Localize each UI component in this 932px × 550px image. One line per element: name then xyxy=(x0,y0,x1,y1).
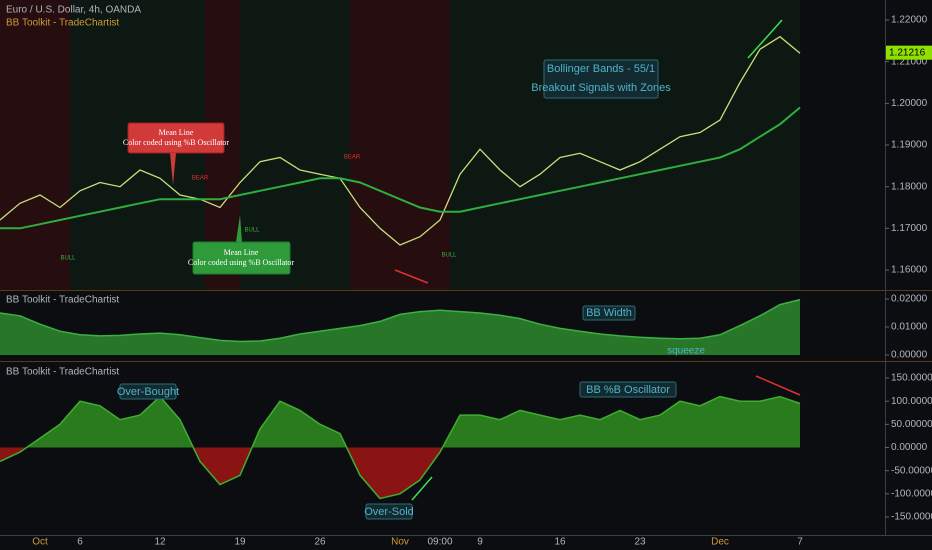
box: Over-Bought xyxy=(117,386,179,398)
annotation-box xyxy=(365,503,413,520)
series-line xyxy=(0,298,801,343)
box: Breakout Signals with Zones xyxy=(531,82,671,94)
arrow xyxy=(411,476,433,501)
x-tick-label: Nov xyxy=(391,537,409,548)
signal-label: BULL xyxy=(60,256,76,262)
y-tick-label: 0.00000 xyxy=(891,350,928,361)
x-tick-label: 7 xyxy=(797,537,803,548)
y-tick-label: 100.00000 xyxy=(891,396,932,407)
x-tick-label: 23 xyxy=(634,537,646,548)
last-price-label: 1.21216 xyxy=(889,47,926,58)
x-tick-label: 12 xyxy=(154,537,166,548)
y-tick-label: 0.01000 xyxy=(891,322,928,333)
arrow xyxy=(755,375,801,396)
x-tick-label: 26 xyxy=(314,537,326,548)
y-tick-label: 50.00000 xyxy=(891,419,932,430)
annotation-box xyxy=(543,59,659,99)
arrow xyxy=(747,19,783,59)
annotation-box xyxy=(119,383,177,400)
x-tick-label: 09:00 xyxy=(427,537,452,548)
annotation-box xyxy=(582,305,636,321)
x-tick-label: Dec xyxy=(711,537,729,548)
arrow xyxy=(394,269,429,284)
note: squeeze xyxy=(667,346,705,357)
indicator-name: BB Toolkit - TradeChartist xyxy=(6,295,119,306)
box: BB %B Oscillator xyxy=(586,384,670,396)
callout-pointer xyxy=(170,153,176,185)
signal-label: BEAR xyxy=(344,155,361,161)
signal-label: BULL xyxy=(244,228,260,234)
y-tick-label: 1.17000 xyxy=(891,223,928,234)
y-tick-label: 1.22000 xyxy=(891,15,928,26)
signal-label: BULL xyxy=(441,253,457,259)
annotation-box xyxy=(579,381,677,398)
series-line xyxy=(0,35,801,246)
area-positive xyxy=(0,396,800,448)
x-tick-label: Oct xyxy=(32,537,48,548)
series-line xyxy=(0,395,801,500)
y-tick-label: 0.00000 xyxy=(891,442,928,453)
y-tick-label: -50.00000 xyxy=(891,465,932,476)
y-tick-label: -150.00000 xyxy=(891,512,932,523)
area xyxy=(0,299,800,355)
y-tick-label: 150.00000 xyxy=(891,373,932,384)
box: BB Width xyxy=(586,307,632,319)
callout-text: Color coded using %B Oscillator xyxy=(123,138,230,147)
indicator-name: BB Toolkit - TradeChartist xyxy=(6,367,119,378)
series-line xyxy=(0,106,801,230)
zones xyxy=(0,0,800,290)
callout-text: Color coded using %B Oscillator xyxy=(188,258,295,267)
y-tick-label: 1.18000 xyxy=(891,181,928,192)
box: Bollinger Bands - 55/1 xyxy=(547,63,655,75)
y-tick-label: 1.21000 xyxy=(891,56,928,67)
y-tick-label: 1.16000 xyxy=(891,265,928,276)
y-tick-label: -100.00000 xyxy=(891,488,932,499)
y-tick-label: 1.20000 xyxy=(891,98,928,109)
signal-label: BEAR xyxy=(192,176,209,182)
y-tick-label: 0.02000 xyxy=(891,294,928,305)
chart-title: Euro / U.S. Dollar, 4h, OANDA xyxy=(6,5,141,16)
x-tick-label: 9 xyxy=(477,537,483,548)
x-tick-label: 6 xyxy=(77,537,83,548)
callout-text: Mean Line xyxy=(159,128,194,137)
x-tick-label: 16 xyxy=(554,537,566,548)
callout-text: Mean Line xyxy=(224,248,259,257)
area-negative xyxy=(0,447,443,499)
y-tick-label: 1.19000 xyxy=(891,140,928,151)
indicator-name: BB Toolkit - TradeChartist xyxy=(6,18,119,29)
last-price-box xyxy=(886,45,932,60)
box: Over-Sold xyxy=(364,506,414,518)
x-tick-label: 19 xyxy=(234,537,246,548)
callout-pointer xyxy=(236,215,242,242)
